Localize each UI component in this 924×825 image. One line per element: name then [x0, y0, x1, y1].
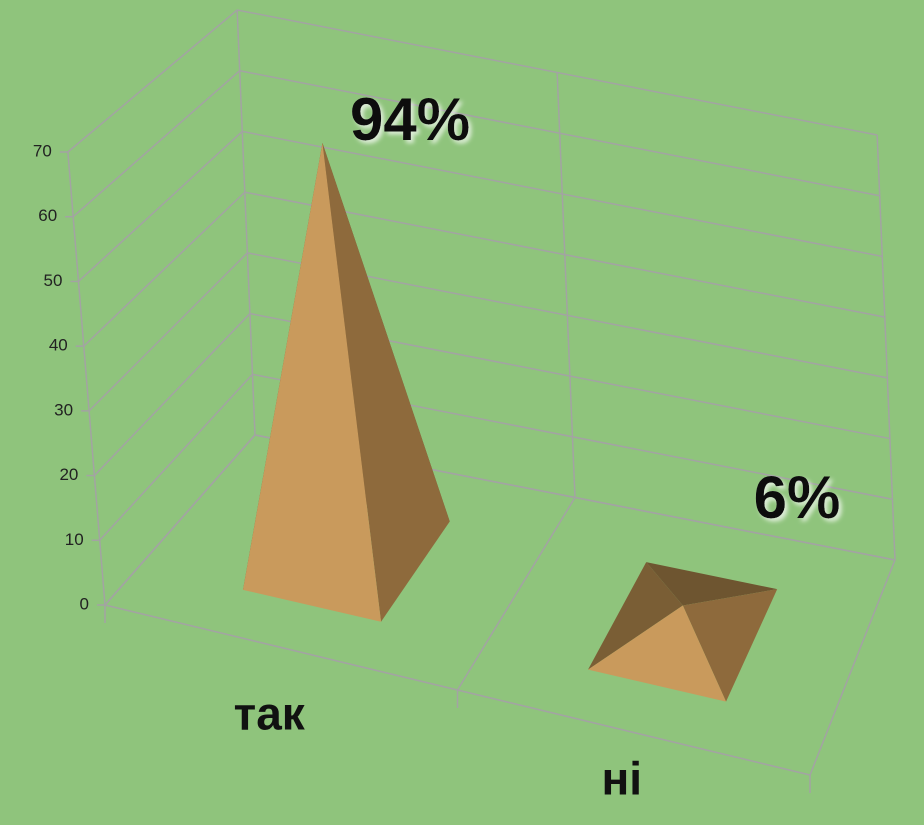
grid-line	[83, 191, 885, 347]
pyramid-face	[243, 142, 382, 622]
pyramid-face	[588, 562, 683, 670]
grid-line	[99, 373, 893, 541]
wall-edge	[236, 9, 256, 436]
y-tick-label: 20	[59, 465, 78, 484]
y-tick-label: 40	[49, 336, 68, 355]
pyramid-face	[588, 605, 727, 702]
annotation: 94%	[350, 86, 470, 153]
x-tick-label: ні	[601, 753, 642, 805]
grid-line	[88, 252, 888, 412]
x-tick-label: так	[234, 688, 306, 740]
wall-edge	[876, 134, 896, 561]
grid-line	[67, 9, 878, 153]
pyramid	[243, 142, 450, 622]
pyramid-face	[646, 562, 778, 606]
pyramid-face	[682, 589, 778, 702]
grid-line	[104, 434, 896, 606]
y-tick-label: 0	[80, 594, 89, 613]
floor-edge	[809, 559, 896, 776]
y-tick-label: 30	[54, 400, 73, 419]
grid-line	[93, 312, 891, 477]
pyramid-face	[322, 142, 450, 622]
y-axis	[67, 151, 106, 606]
grid-line	[72, 69, 880, 218]
wall-edge	[556, 72, 576, 498]
annotation: 6%	[754, 464, 841, 531]
pyramid	[588, 562, 778, 702]
grid-line	[77, 130, 883, 282]
y-tick-label: 10	[65, 530, 84, 549]
y-tick-label: 50	[44, 271, 63, 290]
y-tick-label: 60	[38, 206, 57, 225]
y-tick-label: 70	[33, 141, 52, 160]
floor-edge	[456, 497, 576, 691]
